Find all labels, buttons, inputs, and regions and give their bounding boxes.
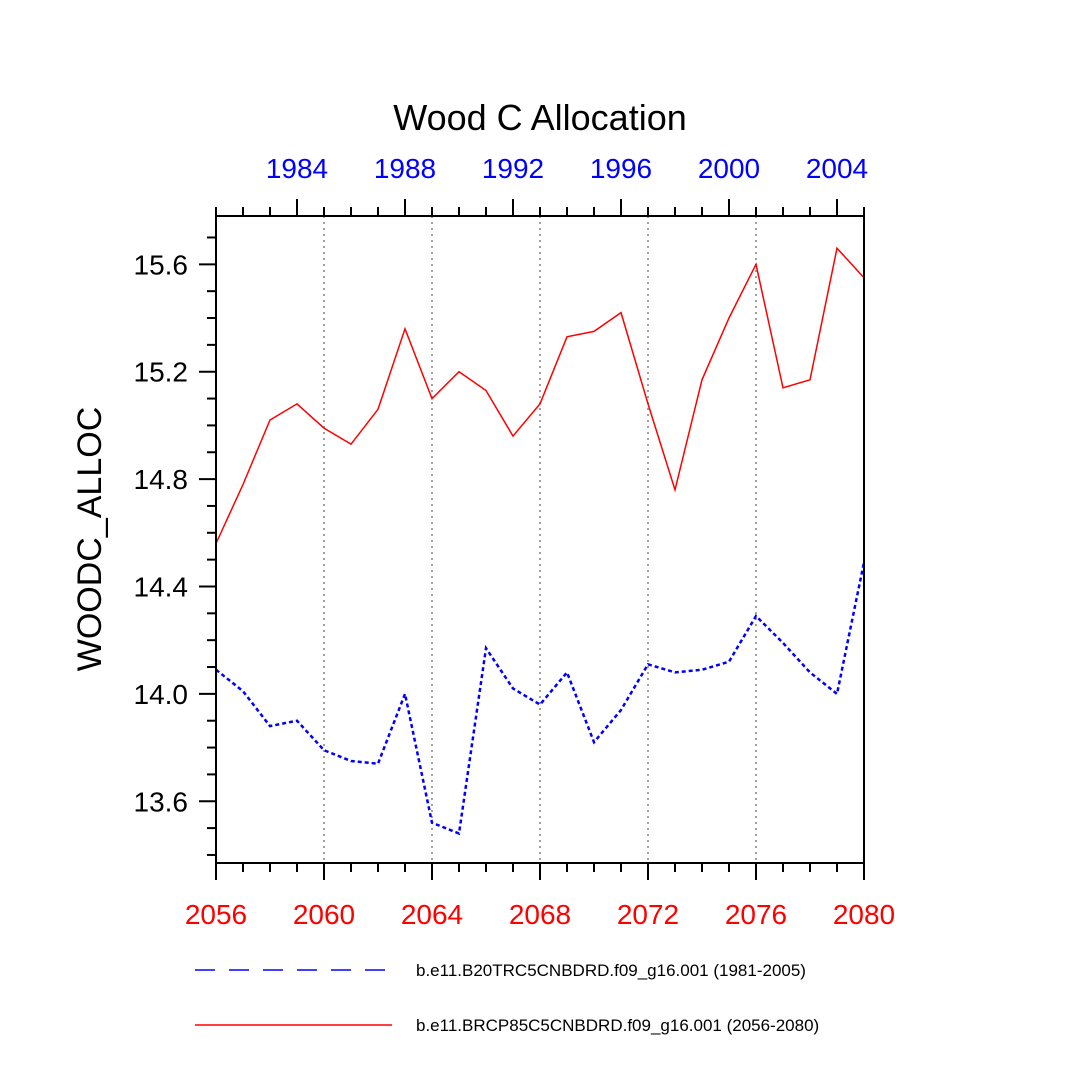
series-lines — [215, 246, 866, 836]
x-bottom-tick-label-2068: 2068 — [509, 899, 571, 930]
x-bottom-tick-label-2056: 2056 — [185, 899, 247, 930]
historical-series-line — [215, 562, 866, 836]
x-top-tick-label-1992: 1992 — [482, 153, 544, 184]
y-tick-label-14.0: 14.0 — [134, 679, 189, 710]
axis-ticks: 2056 2060 2064 2068 2072 2076 2080 1984 1988 1992… — [134, 153, 896, 930]
x-bottom-tick-label-2064: 2064 — [401, 899, 463, 930]
y-tick-label-14.8: 14.8 — [134, 464, 189, 495]
x-top-tick-label-2000: 2000 — [698, 153, 760, 184]
legend-label-1: b.e11.BRCP85C5CNBDRD.f09_g16.001 (2056-2… — [416, 1016, 819, 1035]
future-series-line — [215, 246, 865, 544]
y-axis-label: WOODC_ALLOC — [71, 407, 109, 672]
x-top-tick-label-2004: 2004 — [806, 153, 868, 184]
x-bottom-tick-label-2076: 2076 — [725, 899, 787, 930]
legend-label-0: b.e11.B20TRC5CNBDRD.f09_g16.001 (1981-20… — [416, 961, 806, 980]
legend: b.e11.B20TRC5CNBDRD.f09_g16.001 (1981-20… — [195, 961, 819, 1035]
y-tick-label-15.6: 15.6 — [134, 249, 189, 280]
x-top-tick-label-1984: 1984 — [266, 153, 328, 184]
x-top-tick-label-1996: 1996 — [590, 153, 652, 184]
chart-title: Wood C Allocation — [393, 97, 687, 138]
x-top-tick-label-1988: 1988 — [374, 153, 436, 184]
grid-lines — [323, 216, 757, 863]
x-bottom-tick-label-2060: 2060 — [293, 899, 355, 930]
y-tick-label-15.2: 15.2 — [134, 357, 189, 388]
y-tick-label-14.4: 14.4 — [134, 571, 189, 602]
x-bottom-tick-label-2072: 2072 — [617, 899, 679, 930]
x-bottom-tick-label-2080: 2080 — [833, 899, 895, 930]
y-tick-label-13.6: 13.6 — [134, 786, 189, 817]
